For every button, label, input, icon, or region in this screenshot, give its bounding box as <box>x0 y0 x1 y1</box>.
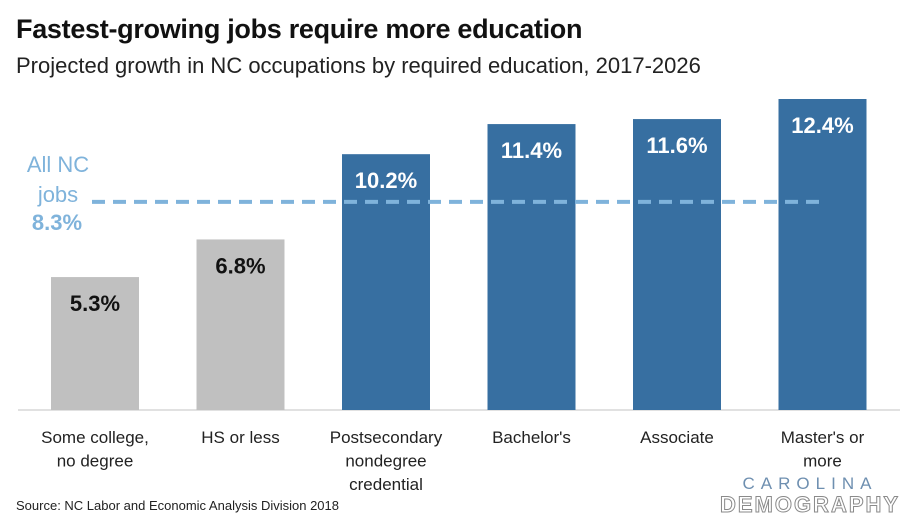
chart-subtitle: Projected growth in NC occupations by re… <box>16 53 701 78</box>
reference-line-label: jobs <box>37 182 78 207</box>
chart-title: Fastest-growing jobs require more educat… <box>16 14 583 44</box>
bar-value-label: 6.8% <box>215 253 265 278</box>
category-label: credential <box>349 475 423 494</box>
bar-value-label: 11.4% <box>501 138 562 163</box>
bar <box>51 277 139 410</box>
bar-value-label: 10.2% <box>355 168 417 193</box>
category-label: Bachelor's <box>492 428 571 447</box>
category-label: Associate <box>640 428 714 447</box>
category-label: Some college, <box>41 428 149 447</box>
category-label: more <box>803 452 842 471</box>
bar <box>633 119 721 410</box>
bar <box>342 154 430 410</box>
carolina-demography-logo: CAROLINA DEMOGRAPHY <box>712 474 908 516</box>
category-label: HS or less <box>201 428 279 447</box>
bar-value-label: 5.3% <box>70 291 120 316</box>
logo-bottom-text: DEMOGRAPHY <box>719 492 901 517</box>
category-label: Postsecondary <box>330 428 443 447</box>
category-label: Master's or <box>781 428 865 447</box>
bar <box>778 99 867 410</box>
category-label: no degree <box>57 452 134 471</box>
reference-line-label: All NC <box>27 152 89 177</box>
bar <box>487 124 576 411</box>
bar <box>196 239 285 410</box>
bar-value-label: 12.4% <box>791 113 853 138</box>
bar-value-label: 11.6% <box>646 133 707 158</box>
category-label: nondegree <box>345 452 426 471</box>
reference-line-value: 8.3% <box>32 210 82 235</box>
logo-top-text: CAROLINA <box>742 474 878 493</box>
source-note: Source: NC Labor and Economic Analysis D… <box>16 498 340 513</box>
